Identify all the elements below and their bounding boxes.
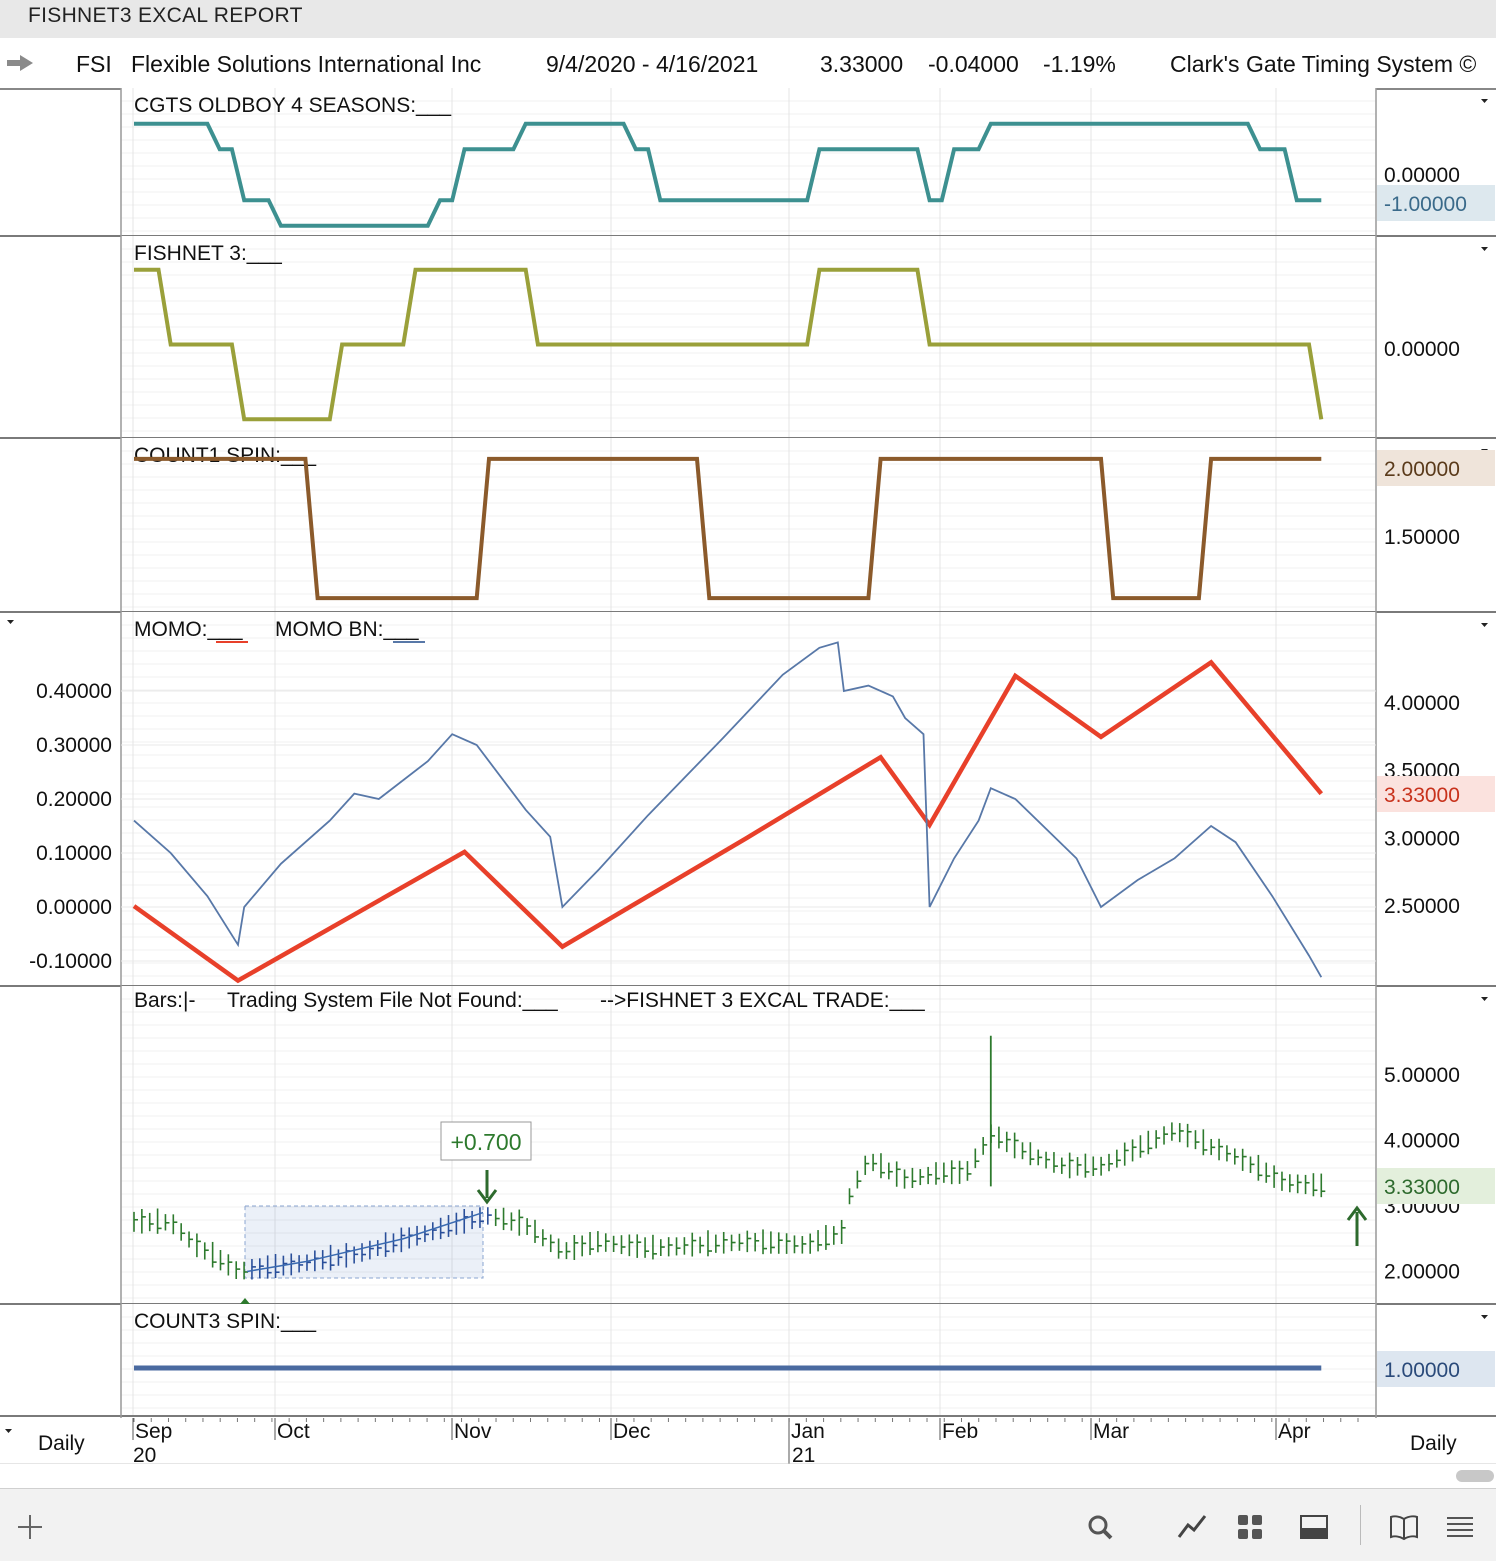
last-value-tag-bg	[1377, 450, 1495, 486]
x-axis-year-label: 20	[133, 1444, 156, 1464]
date-range: 9/4/2020 - 4/16/2021	[546, 51, 759, 77]
pane-0	[121, 88, 1376, 236]
x-axis-year-label: 21	[792, 1444, 815, 1464]
add-icon[interactable]	[14, 1511, 46, 1543]
last-value-tag: 1.00000	[1384, 1359, 1460, 1382]
entry-marker-icon	[240, 1298, 250, 1304]
price-change-pct: -1.19%	[1043, 51, 1116, 77]
line-chart-icon[interactable]	[1176, 1511, 1208, 1543]
pane-title: Trading System File Not Found:___	[227, 989, 558, 1012]
last-value-tag-bg	[1377, 1351, 1495, 1387]
arrow-right-icon[interactable]	[6, 53, 34, 73]
last-value-tag-bg	[1377, 1168, 1495, 1204]
x-axis-month-label: Oct	[277, 1420, 310, 1443]
left-axis-tick-label: 0.00000	[36, 896, 112, 919]
last-price: 3.33000	[820, 51, 904, 77]
trade-region[interactable]	[244, 1205, 484, 1279]
left-axis-tick-label: 0.10000	[36, 842, 112, 865]
x-axis-month-label: Nov	[454, 1420, 492, 1443]
window-titlebar: FISHNET3 EXCAL REPORT	[0, 0, 1496, 39]
pane-2	[121, 438, 1376, 612]
axis-tick-label: 1.50000	[1384, 526, 1460, 549]
grid-icon[interactable]	[1234, 1511, 1266, 1543]
x-axis-month-label: Sep	[135, 1420, 172, 1443]
axis-tick-label: 0.00000	[1384, 164, 1460, 187]
period-label-right: Daily	[1410, 1432, 1457, 1455]
system-name: Clark's Gate Timing System ©	[1170, 51, 1477, 77]
axis-tick-label: 4.00000	[1384, 1130, 1460, 1153]
chart-area[interactable]: CGTS OLDBOY 4 SEASONS:___ 0.00000 -1.00000…	[0, 88, 1496, 1464]
pane-menu-icon[interactable]	[7, 620, 14, 624]
axis-tick-label: 5.00000	[1384, 1064, 1460, 1087]
momo-line	[132, 659, 1324, 984]
x-axis-month-label: Mar	[1093, 1420, 1129, 1443]
x-axis-band	[0, 1418, 1496, 1464]
series-line-0	[134, 121, 1322, 228]
company-name: Flexible Solutions International Inc	[131, 51, 482, 77]
pane-title: COUNT3 SPIN:___	[134, 1310, 316, 1333]
pane-5	[121, 1304, 1376, 1416]
bottom-toolbar	[0, 1488, 1496, 1561]
left-axis-tick-label: 0.20000	[36, 788, 112, 811]
last-value-tag: 3.33000	[1384, 784, 1460, 807]
pane-title: CGTS OLDBOY 4 SEASONS:___	[134, 94, 451, 117]
axis-tick-label: 2.00000	[1384, 1261, 1460, 1284]
axis-tick-label: 3.00000	[1384, 827, 1460, 850]
axis-tick-label: 0.00000	[1384, 338, 1460, 361]
pane-title: Bars:|-	[134, 989, 195, 1012]
buy-arrow-icon	[1346, 1205, 1368, 1246]
pane-1	[121, 236, 1376, 438]
momo-bn-line	[133, 641, 1323, 978]
axis-tick-label: 2.50000	[1384, 895, 1460, 918]
search-icon[interactable]	[1084, 1511, 1116, 1543]
x-axis-month-label: Feb	[942, 1420, 978, 1443]
price-change: -0.04000	[928, 51, 1019, 77]
pane-title: COUNT1 SPIN:___	[134, 444, 316, 467]
period-menu-icon[interactable]	[5, 1429, 12, 1433]
pane-menu-icon[interactable]	[1481, 997, 1488, 1001]
pane-title: MOMO:___	[134, 618, 243, 641]
left-axis-tick-label: 0.40000	[36, 680, 112, 703]
sell-arrow-icon	[476, 1170, 498, 1205]
x-axis-month-label: Jan	[791, 1420, 825, 1443]
pane-title: MOMO BN:___	[275, 618, 419, 641]
last-value-tag-bg	[1377, 776, 1495, 812]
window-title: FISHNET3 EXCAL REPORT	[28, 4, 303, 27]
pane-menu-icon[interactable]	[1481, 623, 1488, 627]
series-line-2	[134, 456, 1322, 601]
last-value-tag: 3.33000	[1384, 1176, 1460, 1199]
trade-label-box	[440, 1121, 532, 1161]
trade-label: +0.700	[451, 1129, 522, 1155]
period-label-left: Daily	[38, 1432, 85, 1455]
pane-title: FISHNET 3:___	[134, 242, 282, 265]
horizontal-scrollbar[interactable]	[1456, 1470, 1494, 1482]
symbol-header: FSI Flexible Solutions International Inc…	[0, 38, 1496, 90]
series-line-1	[134, 267, 1324, 422]
pane-title: -->FISHNET 3 EXCAL TRADE:___	[600, 989, 925, 1012]
last-value-tag-bg	[1377, 185, 1495, 221]
x-axis-month-label: Dec	[613, 1420, 650, 1443]
panel-icon[interactable]	[1298, 1511, 1330, 1543]
last-value-tag: 2.00000	[1384, 458, 1460, 481]
menu-icon[interactable]	[1444, 1511, 1476, 1543]
trade-trend-line	[246, 1211, 484, 1273]
x-axis-month-label: Apr	[1278, 1420, 1311, 1443]
pane-menu-icon[interactable]	[1481, 247, 1488, 251]
left-axis-tick-label: -0.10000	[29, 950, 112, 973]
symbol-ticker: FSI	[76, 51, 112, 77]
last-value-tag: -1.00000	[1384, 193, 1467, 216]
book-icon[interactable]	[1388, 1511, 1420, 1543]
left-axis-tick-label: 0.30000	[36, 734, 112, 757]
pane-menu-icon[interactable]	[1481, 1315, 1488, 1319]
axis-tick-label: 4.00000	[1384, 692, 1460, 715]
pane-menu-icon[interactable]	[1481, 99, 1488, 103]
toolbar-divider	[1360, 1505, 1361, 1545]
